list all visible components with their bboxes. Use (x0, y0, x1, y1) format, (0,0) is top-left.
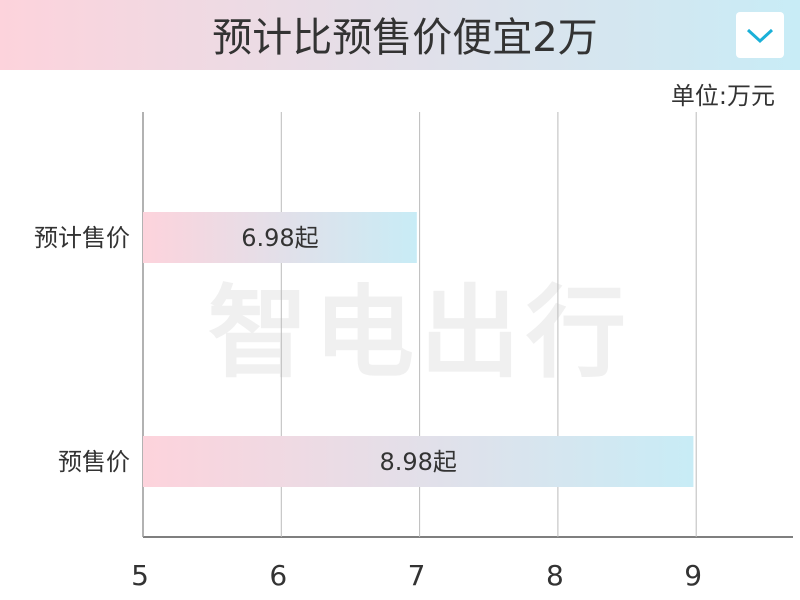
unit-label: 单位:万元 (671, 82, 775, 110)
bar (143, 436, 694, 487)
value-label: 8.98起 (379, 448, 456, 476)
x-tick-label: 9 (684, 559, 702, 592)
value-label: 6.98起 (241, 224, 318, 252)
x-tick-label: 6 (269, 559, 287, 592)
collapse-button[interactable] (736, 12, 784, 58)
bar (143, 212, 417, 263)
header (0, 0, 800, 70)
y-tick-label: 预计售价 (34, 224, 130, 252)
watermark: 智电出行 (208, 274, 632, 391)
x-tick-label: 8 (546, 559, 564, 592)
x-tick-label: 5 (131, 559, 149, 592)
chart-title: 预计比预售价便宜2万 (212, 15, 597, 61)
y-tick-label: 预售价 (58, 448, 130, 476)
x-tick-label: 7 (408, 559, 426, 592)
